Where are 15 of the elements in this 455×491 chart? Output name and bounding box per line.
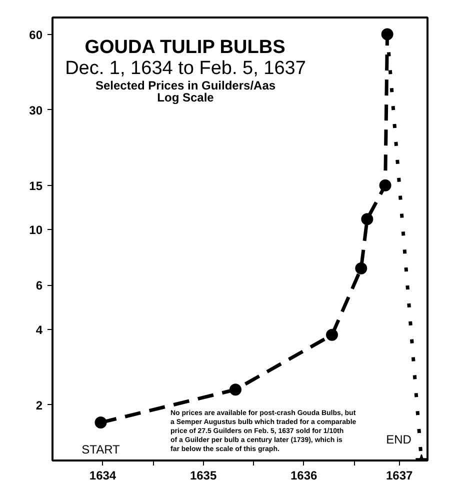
y-tick-label: 6 [36,278,43,293]
annotation: END [386,432,412,446]
annotation: START [82,442,121,457]
y-tick-label: 10 [29,223,43,237]
x-tick-label: 1637 [386,468,414,482]
x-tick-label: 1634 [89,468,116,482]
x-tick-label: 1636 [290,468,318,482]
x-tick-label: 1635 [190,468,217,482]
y-tick-label: 2 [36,398,43,412]
y-tick-label: 4 [36,322,43,337]
text: GOUDA TULIP BULBS [84,37,286,58]
y-tick-label: 30 [29,103,43,118]
y-tick-label: 60 [29,28,43,42]
text: Dec. 1, 1634 to Feb. 5, 1637 Selected Prices in Guilders/Aas Log Scale [65,58,306,104]
y-tick-label: 15 [29,178,43,193]
